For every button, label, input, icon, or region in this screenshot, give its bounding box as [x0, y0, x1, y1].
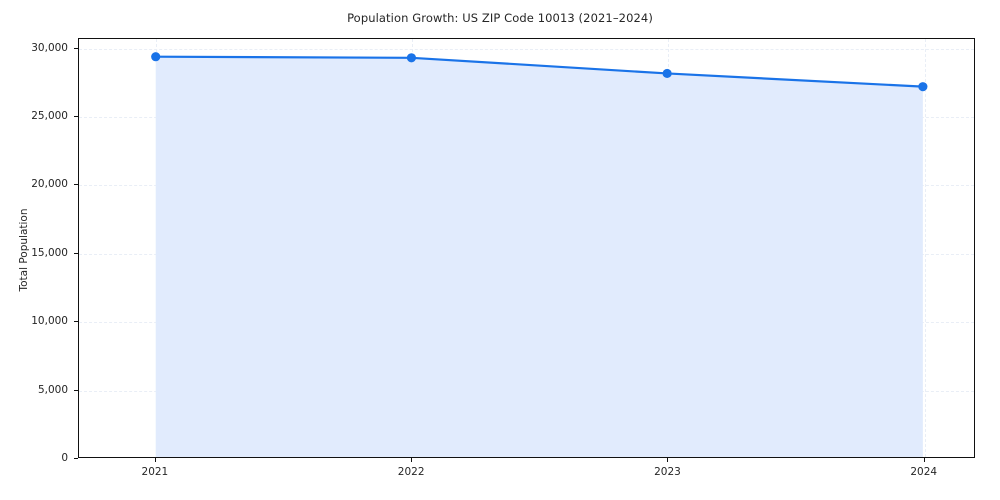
y-tick-label: 10,000 [31, 315, 68, 328]
x-tick-label: 2024 [910, 466, 938, 478]
x-tick-label: 2022 [397, 466, 425, 478]
y-tick-label: 0 [61, 452, 68, 464]
x-tick-mark [923, 458, 925, 462]
y-tick-label: 20,000 [31, 178, 68, 191]
y-tick-label: 25,000 [31, 109, 68, 122]
y-tick-mark [74, 458, 78, 459]
y-tick-label: 5,000 [37, 383, 68, 396]
data-point-markers [151, 52, 928, 92]
y-tick-mark [74, 47, 78, 49]
data-point-marker [918, 82, 928, 92]
data-point-marker [662, 68, 672, 79]
gridline-vertical [924, 39, 926, 457]
y-tick-mark [74, 389, 78, 391]
y-tick-mark [74, 115, 78, 117]
gridline-horizontal [79, 48, 974, 50]
area-fill-path [155, 56, 923, 457]
x-tick-label: 2021 [141, 466, 169, 478]
series-area-line [151, 52, 928, 457]
x-tick-mark [154, 458, 156, 462]
x-tick-mark [667, 458, 669, 462]
data-point-marker [406, 53, 417, 63]
y-tick-mark [74, 252, 78, 254]
y-tick-label: 15,000 [31, 246, 68, 259]
data-point-marker [151, 52, 161, 62]
y-tick-label: 30,000 [31, 41, 68, 54]
chart-title: Population Growth: US ZIP Code 10013 (20… [347, 11, 653, 25]
y-tick-mark [74, 321, 78, 323]
y-tick-mark [74, 184, 78, 186]
line-path [154, 55, 924, 88]
plot-area [78, 38, 975, 458]
x-tick-label: 2023 [654, 466, 681, 478]
x-tick-mark [411, 458, 413, 462]
